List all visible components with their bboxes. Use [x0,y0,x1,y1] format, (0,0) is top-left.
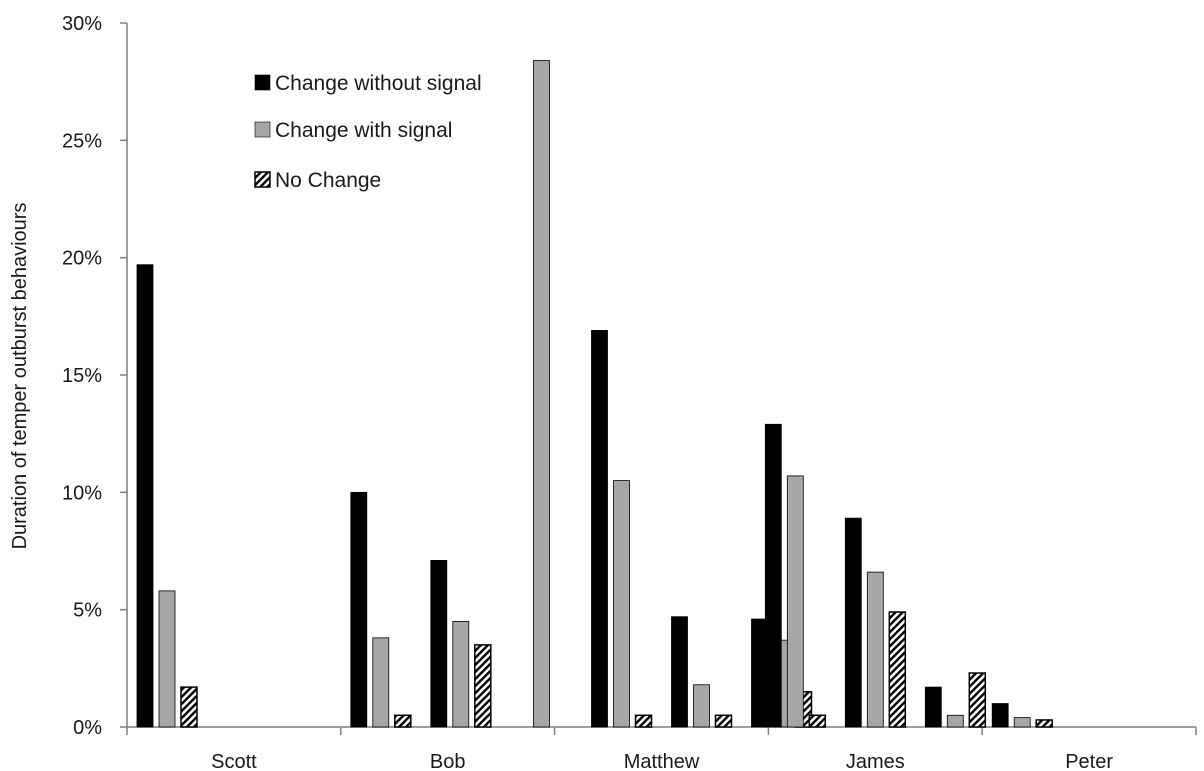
bar-james-s1-without-signal [765,424,781,727]
bar-bob-s2-without-signal [431,560,447,727]
bar-bob-s2-no-change [475,645,491,727]
y-tick-label: 15% [62,365,102,387]
bars [137,61,1052,727]
x-tick-label: Peter [1065,751,1113,771]
bar-peter-s1-without-signal [992,704,1008,727]
y-axis-label: Duration of temper outburst behaviours [9,203,31,550]
bar-peter-s1-no-change [1036,720,1052,727]
bar-matthew-s2-without-signal [592,330,608,727]
y-tick-label: 30% [62,13,102,35]
legend-label: No Change [275,169,381,192]
bar-james-s1-with-signal [787,476,803,727]
x-tick-labels: Scott Bob Matthew James Peter [211,751,1113,771]
bar-bob-s1-no-change [395,715,411,727]
bar-peter-s1-with-signal [1014,718,1030,727]
y-tick-labels: 0% 5% 10% 15% 20% 25% 30% [62,13,102,739]
x-tick-label: James [846,751,905,771]
legend-label: Change with signal [275,119,452,142]
bar-bob-s1-without-signal [351,492,367,727]
bar-scott-s1-with-signal [159,591,175,727]
y-tick-label: 5% [73,600,102,622]
bar-matthew-s3-no-change [716,715,732,727]
y-tick-label: 10% [62,482,102,504]
legend: Change without signal Change with signal N… [255,72,482,192]
x-tick-label: Scott [211,751,257,771]
bar-bob-s1-with-signal [373,638,389,727]
bar-james-s1-no-change [809,715,825,727]
bar-matthew-s2-no-change [636,715,652,727]
legend-label: Change without signal [275,72,482,95]
y-tick-label: 25% [62,130,102,152]
x-tick-label: Bob [430,751,466,771]
x-tick-label: Matthew [624,751,700,771]
legend-swatch [255,75,270,90]
bar-james-s3-no-change [969,673,985,727]
bar-james-s2-with-signal [867,572,883,727]
bar-bob-s2-with-signal [453,621,469,727]
bar-matthew-s3-without-signal [672,617,688,727]
bar-matthew-s2-with-signal [614,481,630,727]
bar-scott-s1-without-signal [137,265,153,727]
y-tick-label: 20% [62,248,102,270]
legend-swatch [255,122,270,137]
bar-matthew-s3-with-signal [694,685,710,727]
bar-james-s2-without-signal [845,518,861,727]
bar-matthew-s1-with-signal [534,61,550,727]
legend-swatch [255,172,270,187]
bar-scott-s1-no-change [181,687,197,727]
bar-james-s3-without-signal [925,687,941,727]
bar-james-s2-no-change [889,612,905,727]
y-tick-label: 0% [73,717,102,739]
bar-james-s3-with-signal [947,715,963,727]
